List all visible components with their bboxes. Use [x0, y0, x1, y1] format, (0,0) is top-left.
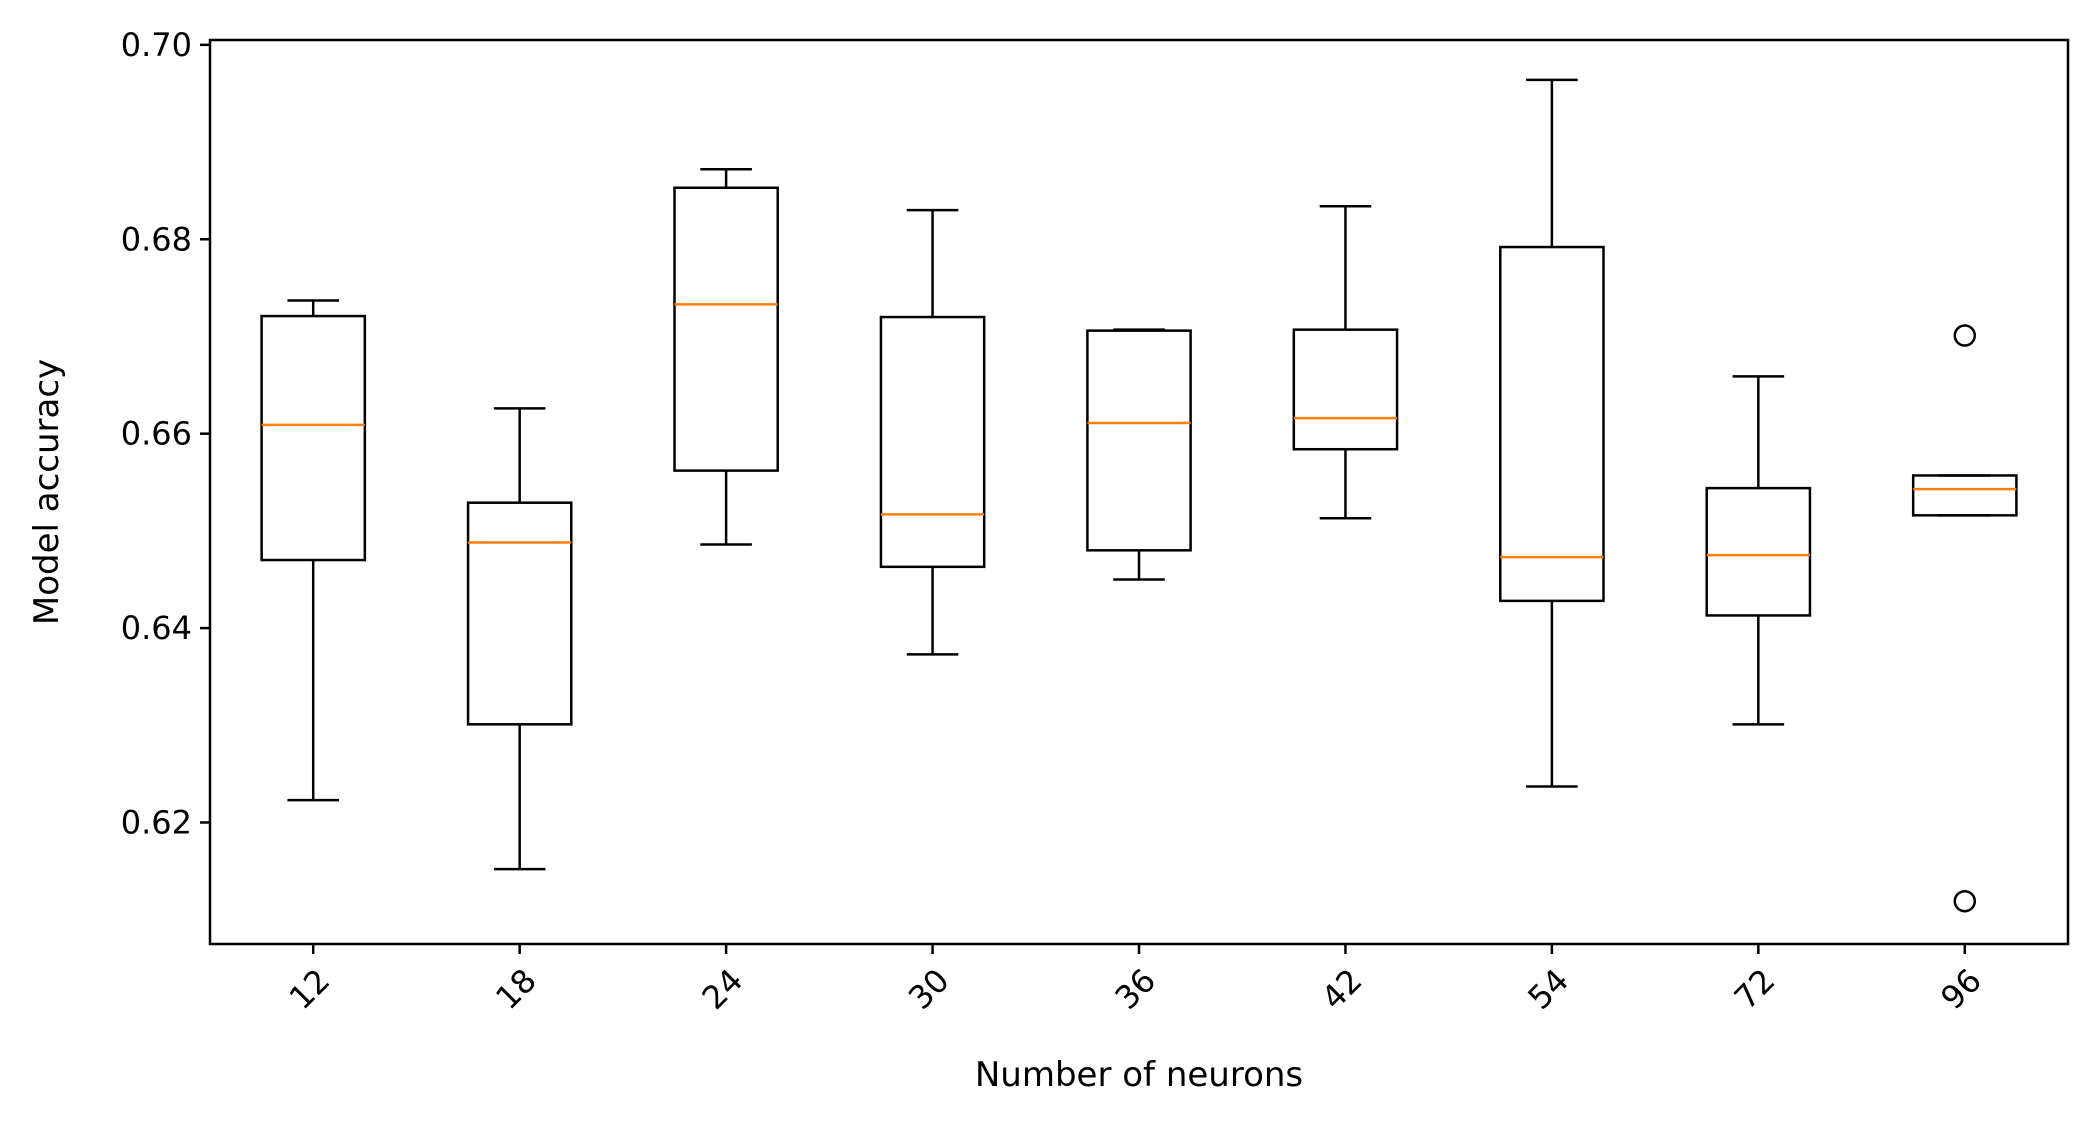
box-72 [1705, 375, 1812, 726]
outlier-point [1953, 324, 1977, 347]
y-tick-label: 0.62 [121, 803, 192, 841]
y-axis-label: Model accuracy [27, 359, 67, 625]
box-iqr [1292, 328, 1399, 451]
outlier-point [1953, 889, 1977, 913]
box-iqr [260, 314, 367, 562]
y-tick-label: 0.66 [121, 415, 192, 453]
box-42 [1292, 204, 1399, 520]
box-12 [260, 299, 367, 802]
box-24 [673, 168, 779, 546]
box-iqr [1911, 474, 2018, 517]
y-tick-label: 0.68 [121, 220, 192, 258]
plot-frame [208, 38, 2070, 946]
x-axis-label: Number of neurons [975, 1055, 1303, 1095]
box-iqr [879, 315, 986, 569]
box-iqr [466, 501, 573, 726]
box-iqr [1086, 329, 1192, 552]
box-54 [1499, 78, 1605, 788]
box-plot-series [260, 78, 2018, 913]
box-30 [879, 208, 986, 656]
box-iqr [1499, 245, 1605, 603]
y-tick-label: 0.70 [121, 26, 192, 64]
box-36 [1086, 328, 1192, 581]
box-18 [466, 407, 573, 871]
box-96 [1911, 324, 2018, 913]
y-axis-ticks: 0.62 0.64 0.66 0.68 0.70 [121, 26, 210, 841]
box-iqr [1705, 486, 1812, 617]
box-iqr [673, 186, 779, 472]
y-tick-label: 0.64 [121, 609, 192, 647]
